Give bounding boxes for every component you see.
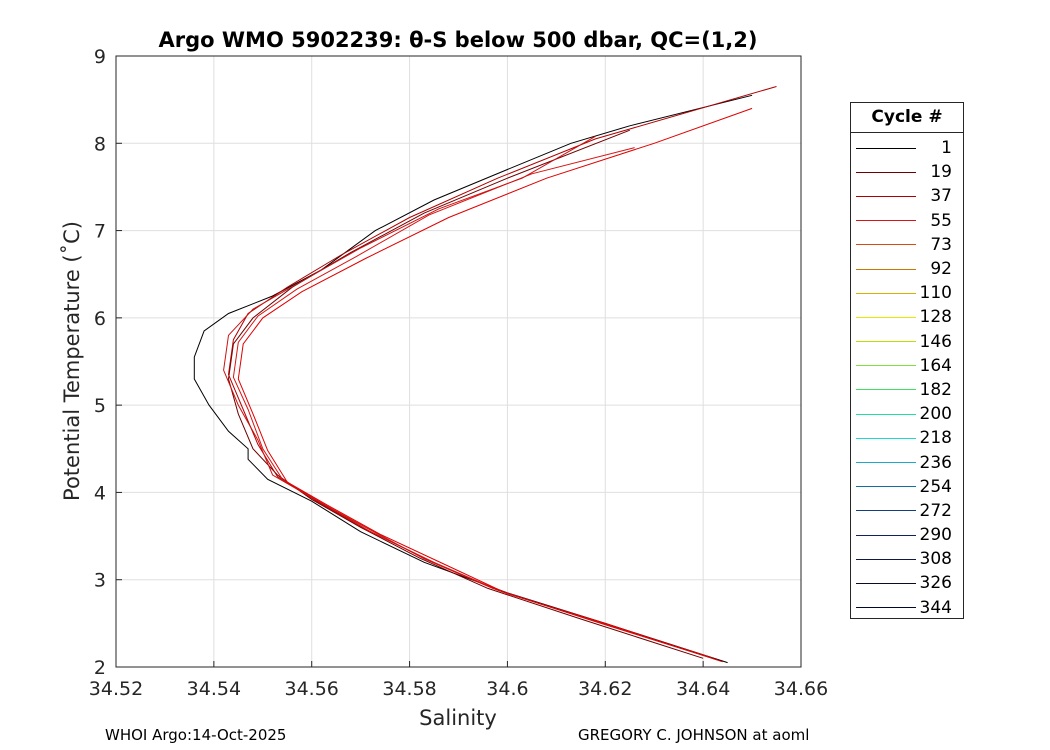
legend-swatch <box>856 341 916 343</box>
y-tick-label: 6 <box>94 308 106 330</box>
legend-swatch <box>856 558 916 560</box>
legend-item: 92 <box>851 257 963 281</box>
series-line <box>237 107 753 663</box>
legend-item: 37 <box>851 184 963 208</box>
legend-label: 37 <box>930 186 952 207</box>
legend-label: 92 <box>930 259 952 280</box>
series-line <box>232 147 714 659</box>
y-tick-label: 7 <box>94 221 106 243</box>
legend-swatch <box>856 244 916 246</box>
legend-label: 73 <box>930 234 952 255</box>
legend-swatch <box>856 510 916 512</box>
y-axis-label: Potential Temperature (˚C) <box>60 221 84 501</box>
y-tick-label: 3 <box>94 570 106 592</box>
series-group <box>193 86 777 664</box>
legend-label: 200 <box>919 404 952 425</box>
legend-label: 326 <box>919 573 952 594</box>
series-line <box>223 135 709 657</box>
legend-label: 272 <box>919 500 952 521</box>
legend-swatch <box>856 220 916 222</box>
legend-item: 200 <box>851 402 963 426</box>
legend-swatch <box>856 462 916 464</box>
x-axis-label: Salinity <box>419 706 497 730</box>
legend-swatch <box>856 147 916 149</box>
series-line <box>227 129 704 659</box>
x-tick-label: 34.54 <box>187 678 241 700</box>
x-tick-label: 34.58 <box>382 678 436 700</box>
legend-swatch <box>856 534 916 536</box>
x-tick-label: 34.62 <box>578 678 632 700</box>
legend-label: 254 <box>919 476 952 497</box>
x-tick-label: 34.56 <box>285 678 339 700</box>
legend-label: 164 <box>919 355 952 376</box>
legend-item: 164 <box>851 354 963 378</box>
x-tick-label: 34.66 <box>774 678 828 700</box>
footer-credit-left: WHOI Argo:14-Oct-2025 <box>105 726 287 744</box>
legend-label: 344 <box>919 597 952 618</box>
x-tick-label: 34.6 <box>486 678 528 700</box>
legend-item: 19 <box>851 160 963 184</box>
legend-label: 55 <box>930 210 952 231</box>
legend-label: 182 <box>919 379 952 400</box>
legend-item: 55 <box>851 209 963 233</box>
legend-swatch <box>856 316 916 318</box>
legend-label: 236 <box>919 452 952 473</box>
legend-item: 308 <box>851 547 963 571</box>
legend-label: 19 <box>930 162 952 183</box>
y-tick-label: 5 <box>94 395 106 417</box>
legend-item: 290 <box>851 523 963 547</box>
legend-label: 146 <box>919 331 952 352</box>
legend-swatch <box>856 171 916 173</box>
y-tick-label: 8 <box>94 133 106 155</box>
legend-label: 218 <box>919 428 952 449</box>
x-tick-labels: 34.52 34.54 34.56 34.58 34.6 34.62 34.64 34.66 <box>89 661 828 700</box>
legend-title: Cycle # <box>851 103 963 133</box>
legend-item: 146 <box>851 330 963 354</box>
footer-credit-right: GREGORY C. JOHNSON at aoml <box>578 726 810 744</box>
y-tick-labels: 2 3 4 5 6 7 8 9 <box>94 46 122 679</box>
y-tick-label: 4 <box>94 482 106 504</box>
legend-item: 326 <box>851 571 963 595</box>
legend-item: 1 <box>851 136 963 160</box>
legend-label: 290 <box>919 525 952 546</box>
legend-item: 182 <box>851 378 963 402</box>
chart-title: Argo WMO 5902239: θ-S below 500 dbar, QC… <box>159 28 758 52</box>
legend-label: 1 <box>941 138 952 159</box>
legend-items: 1 19 37 55 73 92 110 128 146 164 182 200 218 236 254 27… <box>851 133 963 620</box>
y-tick-label: 2 <box>94 657 106 679</box>
y-tick-label: 9 <box>94 46 106 68</box>
legend-swatch <box>856 195 916 197</box>
legend-swatch <box>856 413 916 415</box>
legend-item: 73 <box>851 233 963 257</box>
legend-item: 236 <box>851 450 963 474</box>
axes-box <box>115 55 802 668</box>
legend-item: 128 <box>851 305 963 329</box>
legend-item: 110 <box>851 281 963 305</box>
legend-label: 128 <box>919 307 952 328</box>
legend-item: 254 <box>851 475 963 499</box>
legend-label: 308 <box>919 549 952 570</box>
legend-item: 272 <box>851 499 963 523</box>
legend-swatch <box>856 486 916 488</box>
legend-swatch <box>856 365 916 367</box>
legend-item: 344 <box>851 596 963 620</box>
series-line <box>193 94 753 664</box>
legend-swatch <box>856 292 916 294</box>
legend-swatch <box>856 437 916 439</box>
legend-label: 110 <box>919 283 952 304</box>
legend: Cycle # 1 19 37 55 73 92 110 128 146 164 182 200 218… <box>850 102 964 619</box>
x-tick-label: 34.52 <box>89 678 143 700</box>
legend-swatch <box>856 389 916 391</box>
x-tick-label: 34.64 <box>676 678 730 700</box>
legend-swatch <box>856 582 916 584</box>
legend-swatch <box>856 607 916 609</box>
legend-swatch <box>856 268 916 270</box>
legend-item: 218 <box>851 426 963 450</box>
